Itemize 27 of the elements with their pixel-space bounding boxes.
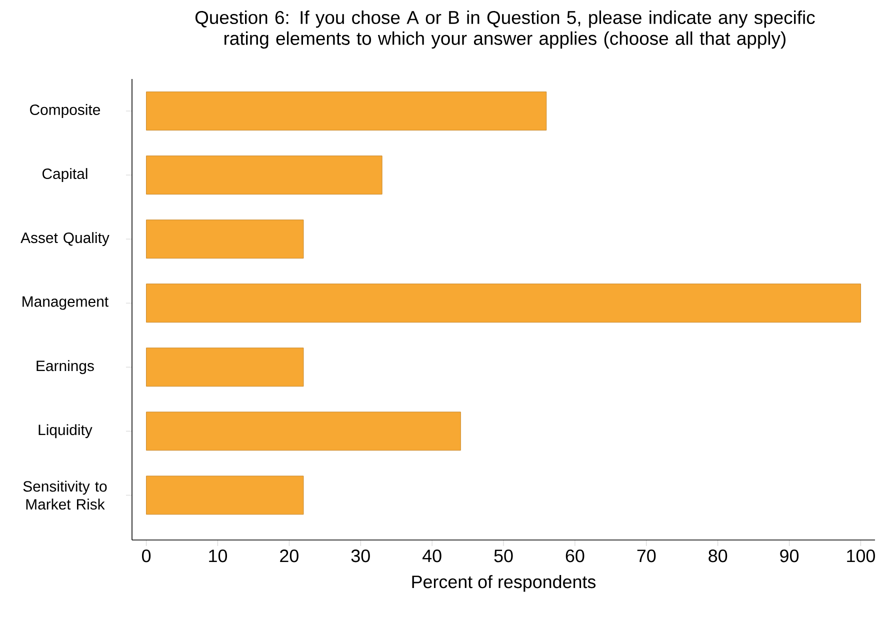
x-tick-label: 90 [780, 550, 799, 562]
x-tick-label: 10 [209, 550, 228, 562]
chart-title: Question 6: If you chose A or B in Question 5, please indicate any specific rating elements to which your answer applies (choose all that apply) [195, 10, 815, 49]
x-tick-label: 70 [637, 550, 656, 562]
x-tick-label: 40 [422, 550, 442, 562]
x-tick-label: 60 [566, 550, 584, 562]
y-tick-label: Asset Quality [20, 232, 110, 246]
y-tick-label: Liquidity [38, 424, 92, 438]
bar [146, 92, 547, 130]
y-tick-label: Composite [30, 104, 100, 118]
y-tick-label: Sensitivity to Market Risk [23, 480, 107, 510]
bar [146, 220, 304, 259]
bar [146, 476, 304, 515]
x-tick-label: 100 [847, 550, 875, 562]
bar [146, 156, 382, 195]
x-tick-label: 80 [708, 550, 728, 562]
y-tick-label: Management [22, 296, 108, 310]
x-tick-label: 20 [280, 550, 298, 562]
y-tick-label: Earnings [36, 360, 94, 374]
x-axis-title: Percent of respondents [412, 575, 596, 592]
x-tick-label: 30 [351, 550, 370, 562]
x-tick-label: 0 [142, 550, 151, 562]
bar [146, 284, 861, 323]
bar [146, 412, 461, 451]
y-tick-label: Capital [42, 168, 88, 182]
bar [146, 348, 304, 387]
x-tick-label: 50 [494, 550, 513, 562]
